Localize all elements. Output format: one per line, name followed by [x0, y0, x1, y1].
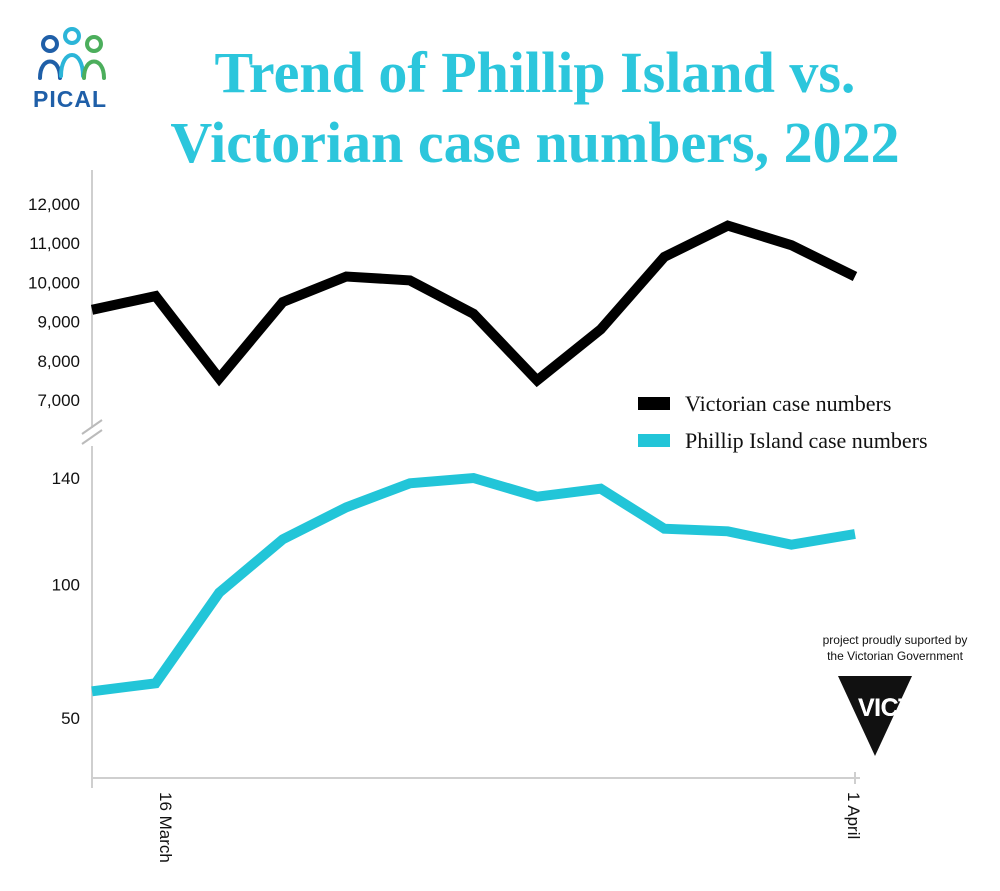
upper-y-ticks: 7,000 8,000 9,000 10,000 11,000 12,000 [28, 195, 80, 410]
legend-label-phillip-island: Phillip Island case numbers [685, 428, 928, 453]
legend: Victorian case numbers Phillip Island ca… [638, 391, 928, 453]
victoria-logo-text: VICTORIA [858, 694, 974, 723]
logo-figure-body-green [82, 59, 106, 80]
x-tick-label-0: 16 March [156, 792, 175, 863]
victoria-logo [838, 676, 912, 756]
chart-title: Trend of Phillip Island vs. Victorian ca… [170, 40, 900, 175]
logo-figure-body-cyan [59, 53, 85, 78]
support-text-line-2: the Victorian Government [827, 649, 963, 663]
pical-logo-text: PICAL [33, 86, 107, 112]
logo-figure-head-green [85, 35, 103, 53]
upper-y-tick-label-10000: 10,000 [28, 273, 80, 292]
upper-y-tick-label-12000: 12,000 [28, 195, 80, 214]
x-tick-label-1: 1 April [844, 792, 863, 839]
upper-y-tick-label-8000: 8,000 [37, 352, 80, 371]
upper-y-tick-label-11000: 11,000 [29, 234, 80, 253]
upper-y-tick-label-9000: 9,000 [37, 313, 80, 332]
upper-y-tick-label-7000: 7,000 [37, 391, 80, 410]
legend-swatch-victorian [638, 397, 670, 410]
series-line-victorian [90, 220, 858, 388]
legend-label-victorian: Victorian case numbers [685, 391, 891, 416]
pical-logo [38, 27, 106, 80]
support-text-line-1: project proudly suported by [822, 633, 968, 647]
lower-y-ticks: 50 100 140 [52, 469, 80, 728]
axis-break-mark-1 [81, 419, 103, 435]
lower-y-tick-label-100: 100 [52, 576, 80, 595]
axis-break-mark-2 [81, 429, 103, 445]
support-text: project proudly suported by the Victoria… [800, 632, 990, 664]
series-line-phillip-island [91, 472, 856, 697]
axes [81, 170, 860, 788]
legend-swatch-phillip-island [638, 434, 670, 447]
logo-figure-head-cyan [63, 27, 81, 45]
x-tick-labels: 16 March 1 April [156, 792, 863, 863]
victoria-logo-triangle [838, 676, 912, 756]
lower-y-tick-label-50: 50 [61, 709, 80, 728]
series-layer [90, 220, 858, 697]
logo-figure-head-blue [41, 35, 59, 53]
victoria-logo-text-inner: VICTORIA [858, 694, 974, 722]
lower-y-tick-label-140: 140 [52, 469, 80, 488]
